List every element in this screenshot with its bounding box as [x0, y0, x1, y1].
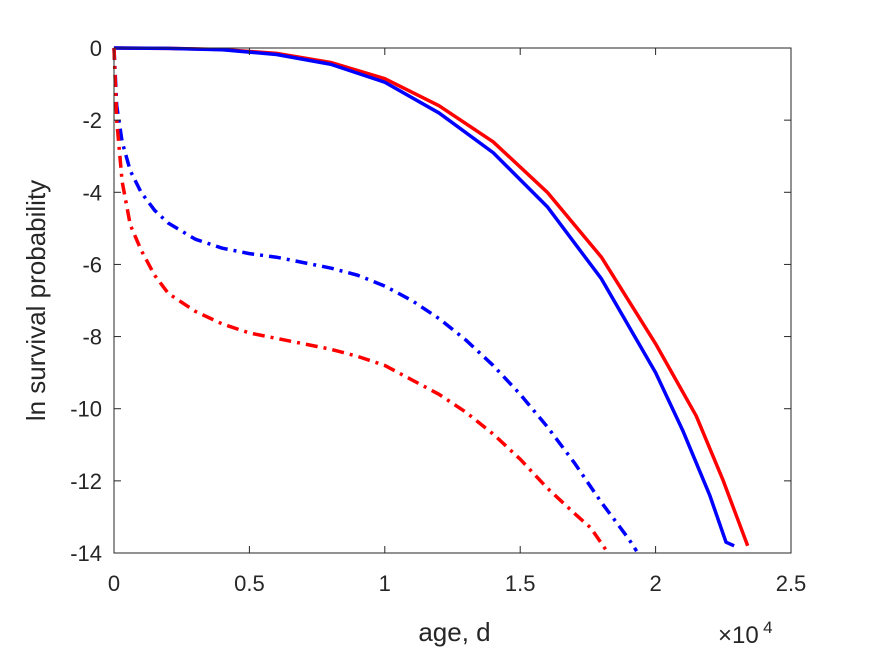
series-line-2-dashdot: [112, 47, 639, 553]
y-tick-label: -8: [82, 325, 102, 350]
x-axis-exponent: ×10 4: [718, 618, 773, 649]
ticks-layer: 0 0.5 1 1.5 2 2.5 0 -2 -4 -6 -8 -10 -12 -14: [70, 36, 806, 596]
x-tick-label: 0: [108, 571, 120, 596]
y-tick-label: -10: [70, 397, 102, 422]
x-exponent-base: ×10: [718, 622, 759, 649]
x-tick-label: 1: [379, 571, 391, 596]
x-tick-label: 2.5: [776, 571, 807, 596]
series-layer: [112, 46, 750, 553]
plot-area-box: [113, 47, 792, 554]
x-tick-label: 2: [649, 571, 661, 596]
x-tick-label: 0.5: [234, 571, 265, 596]
series-line-3-dashdot: [112, 47, 609, 553]
y-tick-label: -4: [82, 180, 102, 205]
series-line-1-solid: [113, 46, 735, 548]
y-axis-label: ln survival probability: [21, 180, 51, 421]
x-tick-label: 1.5: [505, 571, 536, 596]
y-tick-label: -12: [70, 469, 102, 494]
y-tick-label: -2: [82, 108, 102, 133]
x-exponent-power: 4: [763, 618, 772, 637]
x-axis-label: age, d: [418, 617, 490, 647]
y-tick-label: 0: [90, 36, 102, 61]
y-tick-label: -14: [70, 541, 102, 566]
y-tick-label: -6: [82, 252, 102, 277]
